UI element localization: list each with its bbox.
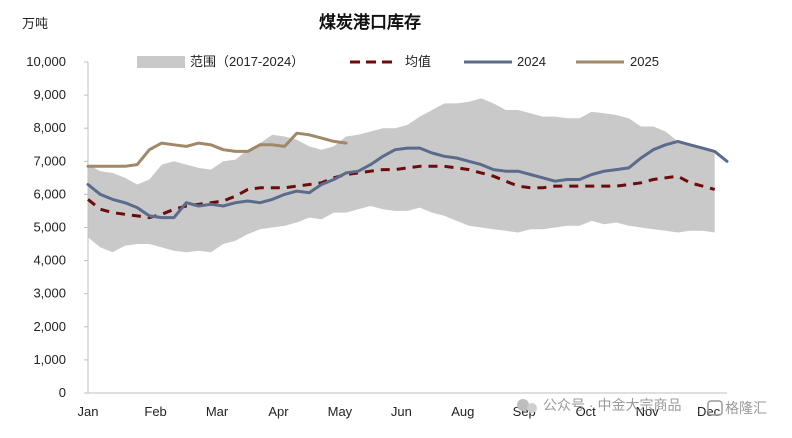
y-tick-label: 2,000 — [33, 319, 66, 334]
x-tick-label: Feb — [144, 404, 166, 419]
watermark-text: 公众号 · 中金大宗商品 — [543, 397, 681, 413]
legend-label-mean: 均值 — [405, 54, 431, 69]
legend-label-2025: 2025 — [630, 54, 659, 69]
y-tick-label: 9,000 — [33, 87, 66, 102]
x-tick-label: Jan — [78, 404, 99, 419]
y-tick-label: 7,000 — [33, 153, 66, 168]
plot-area: 0 1,000 2,000 3,000 4,000 5,000 6,000 7,000 8,00… — [26, 54, 729, 419]
y-axis-unit: 万吨 — [22, 16, 48, 31]
legend-label-range: 范围（2017-2024） — [190, 54, 304, 69]
x-tick-label: Mar — [206, 404, 229, 419]
watermark-brand: 格隆汇 — [725, 400, 767, 416]
x-tick-label: Dec — [697, 404, 721, 419]
x-tick-label: Oct — [576, 404, 597, 419]
series-line-2025 — [86, 131, 348, 168]
chart-title: 煤炭港口库存 — [319, 12, 421, 32]
x-tick-label: May — [328, 404, 353, 419]
series-line-2024 — [86, 139, 729, 220]
range-band — [88, 98, 715, 253]
y-tick-label: 6,000 — [33, 186, 66, 201]
legend: 范围（2017-2024） 均值 2024 2025 — [137, 54, 659, 69]
wechat-icon — [517, 399, 529, 411]
legend-swatch-range — [137, 56, 185, 68]
legend-label-2024: 2024 — [517, 54, 546, 69]
y-tick-label: 10,000 — [26, 54, 66, 69]
y-tick-label: 4,000 — [33, 253, 66, 268]
x-tick-label: Nov — [636, 404, 660, 419]
y-tick-label: 1,000 — [33, 352, 66, 367]
y-tick-label: 0 — [59, 385, 66, 400]
brand-logo-icon — [707, 400, 723, 416]
x-tick-label: Jun — [391, 404, 412, 419]
y-tick-label: 3,000 — [33, 286, 66, 301]
y-tick-label: 5,000 — [33, 220, 66, 235]
watermark: 公众号 · 中金大宗商品 格隆汇 — [517, 397, 767, 416]
series-line-均值 — [87, 164, 716, 220]
wechat-icon-bubble — [527, 403, 537, 413]
x-tick-label: Apr — [268, 404, 289, 419]
x-tick-label: Aug — [451, 404, 474, 419]
y-tick-label: 8,000 — [33, 120, 66, 135]
